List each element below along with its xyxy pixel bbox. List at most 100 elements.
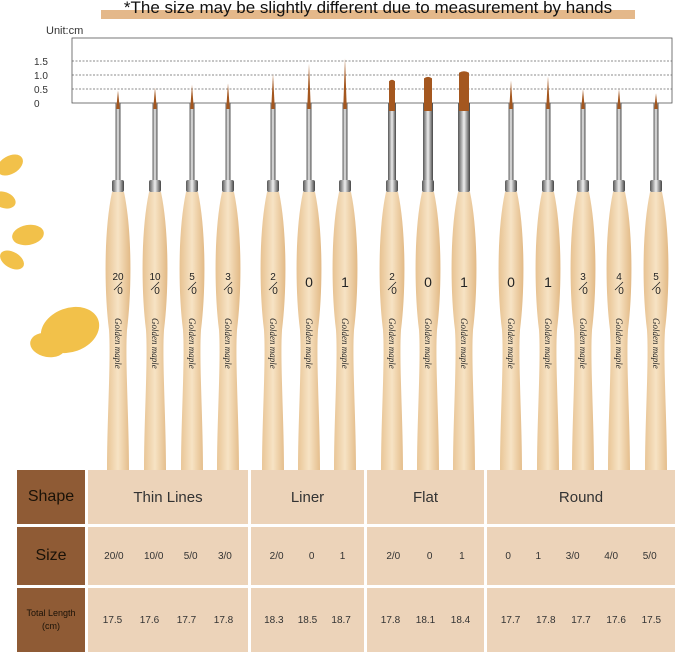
length-value: 17.6	[139, 614, 160, 626]
ferrule-ring	[149, 180, 161, 192]
brush: 5 0 Golden maple	[643, 93, 669, 470]
handle-size-denominator: 0	[618, 286, 624, 297]
handle	[332, 192, 358, 470]
ferrule-ring	[112, 180, 124, 192]
handle	[498, 192, 524, 470]
handle	[606, 192, 632, 470]
length-value: 17.7	[500, 614, 521, 626]
handle	[570, 192, 596, 470]
handle-size-label: 3	[225, 272, 231, 283]
size-value: 4/0	[604, 550, 619, 562]
ferrule	[508, 103, 514, 183]
handle-brand-text: Golden maple	[423, 318, 433, 369]
brush: 1 Golden maple	[332, 58, 358, 470]
brush: 3 0 Golden maple	[570, 89, 596, 470]
scale-tick-label: 0	[34, 99, 40, 110]
size-value: 10/0	[143, 550, 164, 562]
spec-table: Shape Size Total Length (cm) Thin Lines 2…	[17, 470, 675, 652]
ferrule	[545, 103, 551, 183]
fraction-slash	[150, 281, 160, 291]
brush: 0 Golden maple	[296, 63, 322, 470]
scale-frame	[71, 37, 673, 104]
brush: 2 0 Golden maple	[379, 79, 405, 470]
size-cell-group: 2/0 0 1	[251, 527, 364, 585]
handle-size-label: 1	[341, 274, 349, 290]
ferrule-ring	[222, 180, 234, 192]
bristles	[654, 93, 658, 109]
size-value: 0	[308, 550, 315, 562]
size-value: 2/0	[269, 550, 284, 562]
unit-label: Unit:cm	[46, 25, 84, 37]
handle-brand-text: Golden maple	[304, 318, 314, 369]
length-value: 17.7	[176, 614, 197, 626]
handle-size-denominator: 0	[227, 286, 233, 297]
length-value: 17.8	[380, 614, 401, 626]
bristles	[343, 58, 347, 109]
ferrule	[270, 103, 276, 183]
length-value: 17.5	[102, 614, 123, 626]
handle-brand-text: Golden maple	[113, 318, 123, 369]
length-value: 18.7	[331, 614, 351, 626]
handle-size-label: 5	[189, 272, 195, 283]
fraction-slash	[651, 281, 661, 291]
ferrule-ring	[267, 180, 279, 192]
ferrule-ring	[542, 180, 554, 192]
handle-size-denominator: 0	[582, 286, 588, 297]
bristles	[153, 87, 157, 109]
brush: 3 0 Golden maple	[215, 83, 241, 470]
ferrule-ring	[339, 180, 351, 192]
handle-brand-text: Golden maple	[387, 318, 397, 369]
length-cell-group: 17.5 17.6 17.7 17.8	[88, 588, 248, 652]
size-value: 2/0	[386, 550, 401, 562]
ferrule	[458, 103, 470, 183]
length-value: 18.5	[297, 614, 318, 626]
ferrule	[653, 103, 659, 183]
size-value: 3/0	[565, 550, 580, 562]
handle-size-denominator: 0	[272, 286, 278, 297]
ferrule	[306, 103, 312, 183]
brush: 0 Golden maple	[415, 76, 441, 470]
bristles	[190, 84, 194, 109]
handle-size-label: 2	[270, 272, 276, 283]
handle	[142, 192, 168, 470]
ferrule-ring	[577, 180, 589, 192]
length-value: 18.4	[450, 614, 471, 626]
length-cell-group: 18.3 18.5 18.7	[251, 588, 364, 652]
size-value: 1	[459, 550, 465, 562]
length-value: 17.5	[641, 614, 662, 626]
handle-size-denominator: 0	[191, 286, 197, 297]
bristles	[546, 76, 550, 109]
brush: 20 0 Golden maple	[105, 90, 131, 470]
handle-size-label: 10	[149, 272, 161, 283]
size-value: 1	[535, 550, 542, 562]
handle-size-label: 5	[653, 272, 659, 283]
handle	[451, 192, 477, 470]
size-value: 0	[505, 550, 511, 562]
note-highlight	[101, 10, 635, 19]
size-value: 5/0	[183, 550, 198, 562]
length-cell-group: 17.8 18.1 18.4	[367, 588, 484, 652]
row-header-size: Size	[17, 527, 85, 585]
handle-brand-text: Golden maple	[506, 318, 516, 369]
bristles	[226, 83, 230, 109]
size-cell-group: 2/0 0 1	[367, 527, 484, 585]
ginkgo-leaf	[0, 250, 24, 270]
brush: 1 Golden maple	[535, 76, 561, 470]
length-unit: (cm)	[42, 621, 60, 631]
ferrule	[423, 103, 433, 183]
ferrule	[225, 103, 231, 183]
handle-size-label: 0	[305, 274, 313, 290]
size-cell-group: 20/0 10/0 5/0 3/0	[88, 527, 248, 585]
fraction-slash	[113, 281, 123, 291]
handle-size-label: 0	[424, 274, 432, 290]
ferrule-ring	[186, 180, 198, 192]
ferrule-ring	[458, 180, 470, 192]
note-text: *The size may be slightly different due …	[123, 0, 613, 17]
shape-cell: Round	[487, 470, 675, 524]
bristles	[617, 89, 621, 109]
handle	[379, 192, 405, 470]
ferrule	[388, 103, 396, 183]
handle-brand-text: Golden maple	[651, 318, 661, 369]
bristles	[116, 90, 120, 109]
scale-tick-label: 1.5	[34, 57, 48, 68]
